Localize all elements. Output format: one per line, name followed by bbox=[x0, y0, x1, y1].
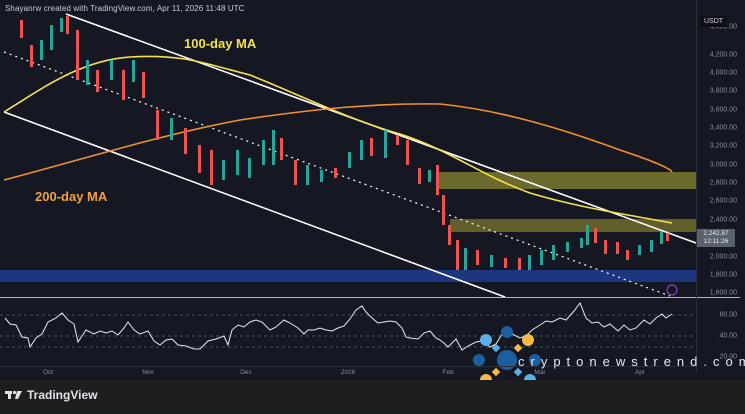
price-tick: 2,800.00 bbox=[709, 179, 737, 187]
candlesticks bbox=[20, 16, 669, 270]
rsi-line bbox=[4, 301, 673, 351]
cryptonewstrend-logo-icon bbox=[473, 326, 541, 380]
currency-label[interactable]: USDT bbox=[700, 16, 728, 27]
time-label: Feb bbox=[442, 369, 454, 376]
price-tick: 1,600.00 bbox=[709, 289, 737, 297]
watermark-text: cryptonewstrend.com bbox=[518, 354, 745, 369]
supply-zone-lower bbox=[450, 219, 696, 232]
channel-lower-line bbox=[3, 111, 506, 298]
price-tick: 2,000.00 bbox=[709, 253, 737, 261]
chart-frame: Shayanrw created with TradingView.com, A… bbox=[0, 0, 745, 380]
time-label: Apr bbox=[634, 369, 646, 376]
price-axis[interactable]: 4,400.00 4,200.00 4,000.00 3,800.00 3,60… bbox=[696, 0, 741, 372]
price-tick: 2,400.00 bbox=[709, 216, 737, 224]
chart-attribution: Shayanrw created with TradingView.com, A… bbox=[5, 4, 245, 13]
price-tick: 4,000.00 bbox=[709, 69, 737, 77]
current-price: 2,242.87 bbox=[703, 230, 729, 237]
ma100-line bbox=[3, 55, 673, 224]
tradingview-logo[interactable]: TradingView bbox=[5, 388, 97, 402]
price-tick: 3,000.00 bbox=[709, 161, 737, 169]
demand-zone bbox=[0, 270, 696, 282]
time-label: Dec bbox=[240, 369, 252, 376]
lightning-icon[interactable] bbox=[666, 284, 678, 296]
rsi-tick: 40.00 bbox=[719, 332, 737, 340]
price-tick: 4,400.00 bbox=[709, 23, 737, 31]
time-label: 2026 bbox=[340, 369, 356, 376]
time-label: Mar bbox=[534, 369, 546, 376]
tradingview-logo-icon bbox=[5, 390, 22, 399]
time-label: Oct bbox=[42, 369, 54, 376]
price-tick: 4,200.00 bbox=[709, 51, 737, 59]
pane-separator[interactable] bbox=[0, 297, 740, 298]
price-tick: 1,800.00 bbox=[709, 271, 737, 279]
rsi-tick: 20.00 bbox=[719, 353, 737, 361]
bar-countdown: 12:11:26 bbox=[703, 238, 729, 245]
price-tick: 3,800.00 bbox=[709, 87, 737, 95]
price-tick: 3,200.00 bbox=[709, 142, 737, 150]
rsi-tick: 60.00 bbox=[719, 311, 737, 319]
ma200-label: 200-day MA bbox=[35, 189, 108, 204]
price-tick: 2,600.00 bbox=[709, 197, 737, 205]
time-axis[interactable]: Oct Nov Dec 2026 Feb Mar Apr bbox=[0, 366, 696, 381]
footer-bar: TradingView bbox=[0, 380, 745, 414]
tradingview-brand: TradingView bbox=[27, 388, 98, 402]
time-label: Nov bbox=[142, 369, 154, 376]
current-price-tag: 2,242.87 12:11:26 bbox=[697, 229, 735, 247]
ma100-label: 100-day MA bbox=[184, 36, 257, 51]
price-tick: 3,600.00 bbox=[709, 106, 737, 114]
price-tick: 3,400.00 bbox=[709, 124, 737, 132]
supply-zone-upper bbox=[436, 172, 696, 189]
ma200-line bbox=[3, 103, 673, 181]
price-chart[interactable] bbox=[0, 0, 696, 380]
